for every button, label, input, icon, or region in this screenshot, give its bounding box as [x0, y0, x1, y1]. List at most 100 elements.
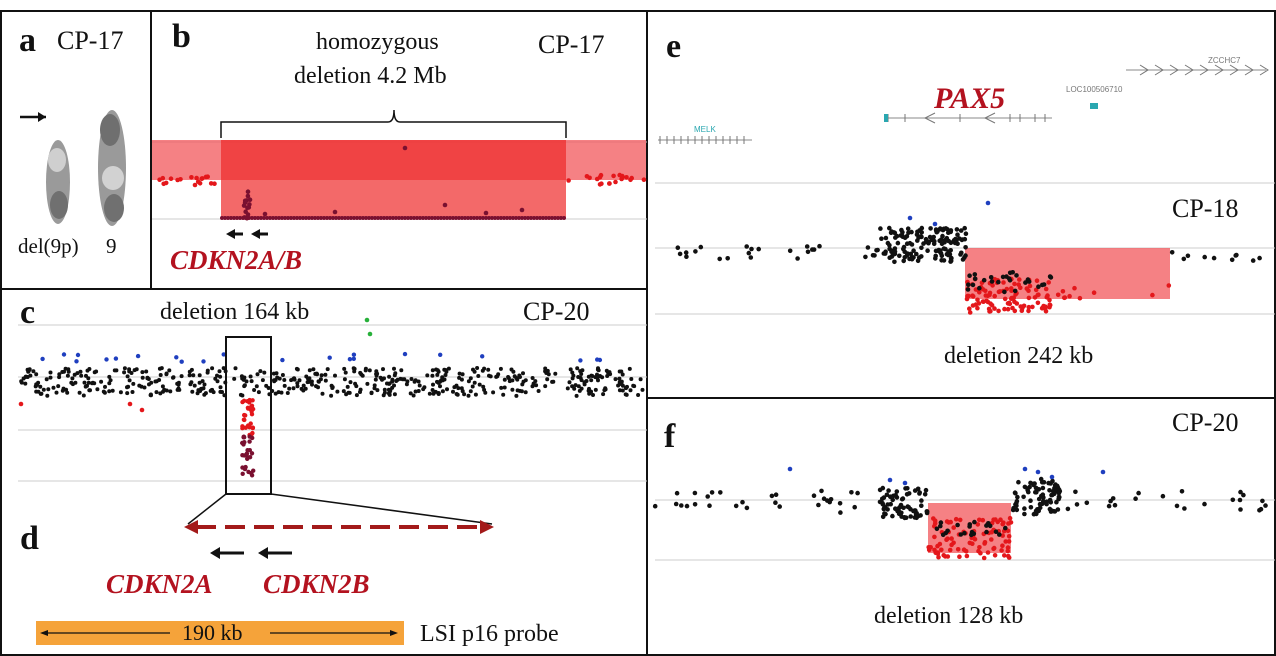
probe-point: [1041, 480, 1047, 485]
probe-point: [1033, 508, 1039, 514]
probe-point: [122, 366, 127, 371]
probe-point: [1040, 492, 1046, 498]
probe-point: [243, 425, 248, 430]
probe-point: [915, 258, 921, 264]
probe-point: [298, 216, 302, 220]
probe-point: [510, 387, 515, 392]
probe-point: [1026, 279, 1032, 284]
probe-point: [496, 216, 500, 220]
probe-point: [212, 181, 217, 186]
probe-point: [1065, 506, 1071, 512]
probe-point: [280, 373, 285, 377]
probe-point: [892, 230, 898, 236]
probe-point: [127, 378, 132, 383]
probe-point: [51, 385, 56, 390]
probe-point: [733, 503, 739, 509]
probe-point: [1005, 548, 1011, 554]
probe-point: [975, 297, 980, 303]
probe-point: [901, 244, 907, 250]
probe-point: [242, 412, 247, 418]
probe-point: [919, 245, 924, 251]
probe-point: [168, 176, 174, 181]
probe-point: [348, 380, 353, 385]
probe-point: [932, 547, 937, 553]
probe-point: [501, 392, 506, 397]
panel-b-title-line2: deletion 4.2 Mb: [294, 63, 447, 89]
probe-point: [472, 380, 477, 385]
probe-point: [629, 377, 634, 381]
probe-point: [125, 374, 130, 379]
probe-point: [1047, 488, 1052, 493]
panel-e-letter: e: [666, 28, 682, 65]
probe-point: [617, 376, 622, 381]
probe-point: [333, 373, 337, 378]
probe-point: [382, 376, 386, 381]
probe-point: [411, 393, 416, 398]
probe-point: [242, 215, 247, 220]
probe-point: [1007, 515, 1013, 521]
probe-point: [875, 247, 880, 253]
probe-point: [530, 376, 535, 380]
probe-point: [1037, 501, 1043, 507]
probe-point: [559, 216, 563, 220]
probe-point: [890, 513, 895, 519]
probe-point: [108, 378, 113, 383]
probe-point: [607, 181, 612, 186]
panel-e-plot: [655, 64, 1275, 315]
probe-point: [1169, 250, 1175, 255]
probe-point: [221, 352, 226, 357]
probe-point: [725, 255, 730, 261]
probe-point: [827, 499, 832, 505]
probe-point: [901, 505, 906, 511]
probe-point: [905, 226, 911, 231]
probe-point: [595, 357, 600, 362]
probe-point: [617, 388, 622, 393]
probe-point: [498, 366, 503, 371]
probe-point: [705, 494, 710, 499]
probe-point: [541, 216, 545, 220]
probe-point: [613, 377, 618, 382]
probe-point: [245, 212, 251, 217]
probe-point: [620, 388, 625, 393]
panel-f-letter: f: [664, 418, 676, 455]
probe-point: [1136, 490, 1141, 496]
probe-point: [545, 377, 550, 382]
probe-point: [354, 384, 359, 389]
probe-point: [314, 384, 318, 389]
probe-point: [301, 383, 306, 388]
probe-point: [933, 256, 938, 261]
probe-point: [993, 529, 999, 534]
probe-point: [354, 393, 359, 398]
probe-point: [1026, 489, 1031, 495]
probe-point: [877, 487, 883, 493]
probe-point: [191, 373, 196, 378]
probe-point: [977, 545, 982, 550]
probe-point: [1027, 283, 1033, 289]
probe-point: [46, 387, 51, 392]
probe-point: [435, 368, 440, 373]
probe-point: [92, 370, 97, 375]
probe-point: [41, 387, 46, 392]
probe-point: [938, 520, 944, 525]
probe-point: [158, 373, 163, 377]
probe-point: [904, 492, 910, 497]
probe-point: [880, 514, 886, 520]
probe-point: [1006, 276, 1012, 281]
probe-point: [1260, 498, 1265, 504]
probe-point: [1257, 255, 1262, 261]
probe-point: [409, 377, 414, 381]
probe-point: [550, 379, 555, 384]
probe-point: [19, 380, 24, 385]
panel-b-gene: CDKN2A/B: [170, 245, 303, 275]
probe-point: [484, 216, 488, 220]
probe-point: [553, 216, 557, 220]
panel-e-gene: PAX5: [934, 82, 1006, 115]
probe-point: [692, 490, 698, 496]
probe-point: [957, 554, 962, 559]
probe-point: [981, 277, 987, 283]
probe-point: [997, 532, 1002, 537]
probe-point: [534, 383, 539, 388]
probe-point: [1001, 520, 1006, 525]
probe-point: [1006, 521, 1011, 526]
probe-point: [289, 216, 293, 220]
